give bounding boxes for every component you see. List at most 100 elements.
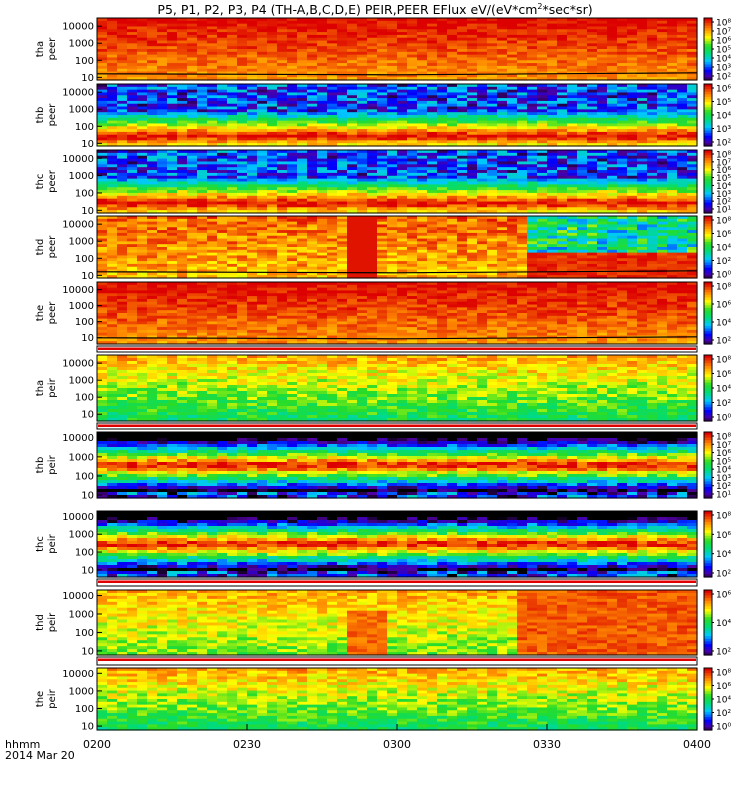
spectrogram-cell	[667, 74, 678, 78]
spectrogram-cell	[127, 54, 138, 59]
colorbar-step	[704, 72, 712, 76]
spectrogram-cell	[377, 100, 388, 105]
spectrogram-cell	[387, 181, 398, 185]
spectrogram-cell	[267, 143, 278, 147]
spectrogram-cell	[397, 40, 408, 44]
spectrogram-cell	[547, 134, 558, 139]
spectrogram-cell	[297, 152, 308, 157]
spectrogram-cell	[587, 198, 598, 203]
spectrogram-cell	[407, 46, 418, 50]
spectrogram-cell	[537, 201, 548, 206]
spectrogram-cell	[617, 170, 628, 174]
spectrogram-cell	[617, 172, 628, 177]
spectrogram-cell	[147, 20, 158, 25]
spectrogram-cell	[497, 57, 508, 61]
spectrogram-cell	[257, 143, 268, 147]
colorbar-step	[704, 140, 712, 145]
spectrogram-cell	[607, 98, 618, 102]
spectrogram-cell	[637, 140, 648, 144]
spectrogram-cell	[317, 207, 328, 211]
spectrogram-cell	[277, 155, 288, 160]
spectrogram-cell	[147, 126, 158, 130]
y-axis-label: peer	[47, 37, 58, 61]
spectrogram-cell	[217, 190, 228, 194]
spectrogram-cell	[147, 207, 158, 211]
spectrogram-cell	[247, 29, 258, 33]
spectrogram-cell	[177, 74, 188, 78]
spectrogram-cell	[427, 86, 438, 91]
spectrogram-cell	[357, 150, 368, 154]
spectrogram-cell	[517, 20, 528, 25]
spectrogram-cell	[467, 37, 478, 42]
spectrogram-cell	[167, 117, 178, 122]
spectrogram-cell	[97, 221, 108, 226]
spectrogram-cell	[177, 34, 188, 39]
spectrogram-cell	[187, 20, 198, 25]
colorbar-tick-label: 10⁶	[716, 166, 731, 176]
spectrogram-cell	[627, 175, 638, 180]
spectrogram-cell	[347, 43, 358, 47]
spectrogram-cell	[587, 129, 598, 133]
spectrogram-cell	[587, 109, 598, 113]
spectrogram-cell	[197, 143, 208, 147]
spectrogram-cell	[637, 117, 648, 122]
spectrogram-cell	[547, 190, 558, 194]
spectrogram-cell	[157, 84, 168, 88]
spectrogram-cell	[407, 49, 418, 53]
spectrogram-cell	[157, 92, 168, 96]
spectrogram-cell	[97, 49, 108, 53]
spectrogram-cell	[557, 46, 568, 50]
spectrogram-cell	[277, 161, 288, 165]
spectrogram-cell	[157, 181, 168, 185]
spectrogram-cell	[137, 161, 148, 165]
spectrogram-cell	[267, 150, 278, 154]
colorbar-tick-label: 10⁷	[716, 28, 731, 38]
spectrogram-cell	[487, 103, 498, 108]
spectrogram-cell	[447, 178, 458, 183]
spectrogram-cell	[667, 164, 678, 168]
spectrogram-cell	[487, 60, 498, 64]
spectrogram-cell	[187, 158, 198, 163]
spectrogram-cell	[437, 143, 448, 147]
spectrogram-cell	[387, 63, 398, 67]
spectrogram-cell	[637, 112, 648, 116]
spectrogram-cell	[587, 23, 598, 28]
spectrogram-cell	[287, 187, 298, 191]
spectrogram-cell	[687, 201, 698, 206]
spectrogram-cell	[547, 112, 558, 116]
spectrogram-cell	[417, 150, 428, 154]
spectrogram-cell	[317, 95, 328, 99]
spectrogram-cell	[487, 71, 498, 75]
spectrogram-cell	[457, 150, 468, 154]
spectrogram-cell	[307, 40, 318, 44]
spectrogram-cell	[377, 198, 388, 203]
spectrogram-cell	[307, 98, 318, 102]
spectrogram-cell	[587, 167, 598, 171]
spectrogram-cell	[267, 40, 278, 44]
colorbar-step	[704, 59, 712, 63]
spectrogram-cell	[497, 178, 508, 183]
spectrogram-cell	[517, 77, 528, 81]
spectrogram-cell	[187, 106, 198, 110]
colorbar-step	[704, 54, 712, 58]
spectrogram-cell	[417, 192, 428, 197]
colorbar-step	[704, 94, 712, 98]
spectrogram-cell	[377, 181, 388, 185]
spectrogram-cell	[267, 109, 278, 113]
spectrogram-cell	[147, 115, 158, 119]
spectrogram-cell	[437, 49, 448, 53]
spectrogram-cell	[597, 112, 608, 116]
spectrogram-cell	[547, 140, 558, 144]
spectrogram-cell	[207, 68, 218, 73]
spectrogram-cell	[397, 198, 408, 203]
spectrogram-cell	[227, 92, 238, 96]
spectrogram-cell	[417, 210, 428, 214]
spectrogram-cell	[547, 115, 558, 119]
colorbar-tick-label: 10³	[716, 125, 731, 135]
spectrogram-cell	[587, 43, 598, 47]
spectrogram-cell	[307, 152, 318, 157]
spectrogram-cell	[107, 258, 118, 262]
spectrogram-cell	[327, 86, 338, 91]
spectrogram-cell	[447, 100, 458, 105]
spectrogram-cell	[467, 54, 478, 59]
